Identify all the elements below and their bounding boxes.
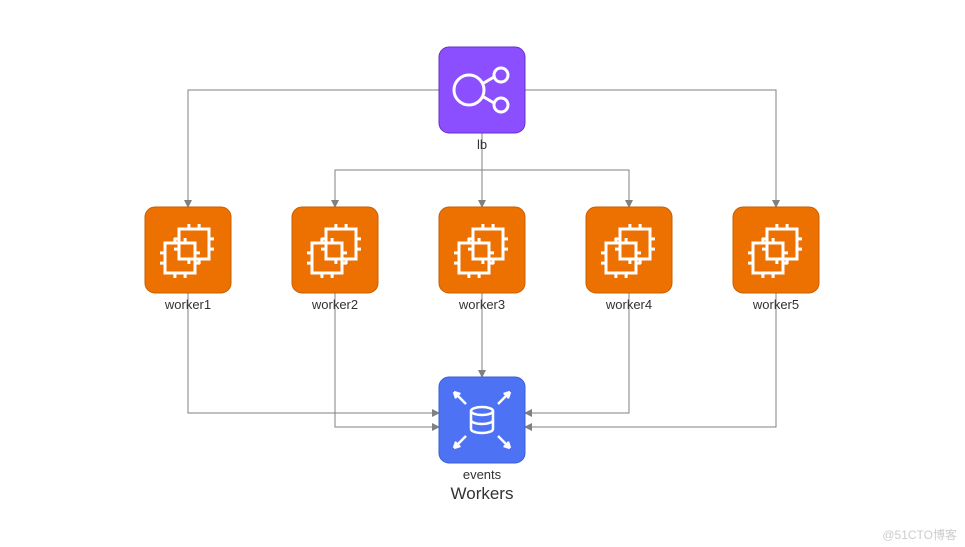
architecture-diagram: lb worker1 worker2 worker3 worker4 worker5 eve… (0, 0, 965, 547)
node-label: worker5 (752, 297, 799, 312)
edge (525, 293, 776, 427)
node-lb: lb (439, 47, 525, 152)
watermark-text: @51CTO博客 (882, 526, 957, 543)
node-worker2: worker2 (292, 207, 378, 312)
node-worker1: worker1 (145, 207, 231, 312)
node-label: worker1 (164, 297, 211, 312)
node-worker3: worker3 (439, 207, 525, 312)
node-label: lb (477, 137, 487, 152)
node-worker5: worker5 (733, 207, 819, 312)
node-title: Workers (451, 484, 514, 503)
node-worker4: worker4 (586, 207, 672, 312)
edge (335, 133, 482, 207)
node-label: events (463, 467, 502, 482)
edge (525, 90, 776, 207)
edge (335, 293, 439, 427)
node-label: worker2 (311, 297, 358, 312)
node-label: worker4 (605, 297, 652, 312)
node-label: worker3 (458, 297, 505, 312)
edge (188, 90, 439, 207)
node-events: events Workers (439, 377, 525, 503)
edge (482, 133, 629, 207)
